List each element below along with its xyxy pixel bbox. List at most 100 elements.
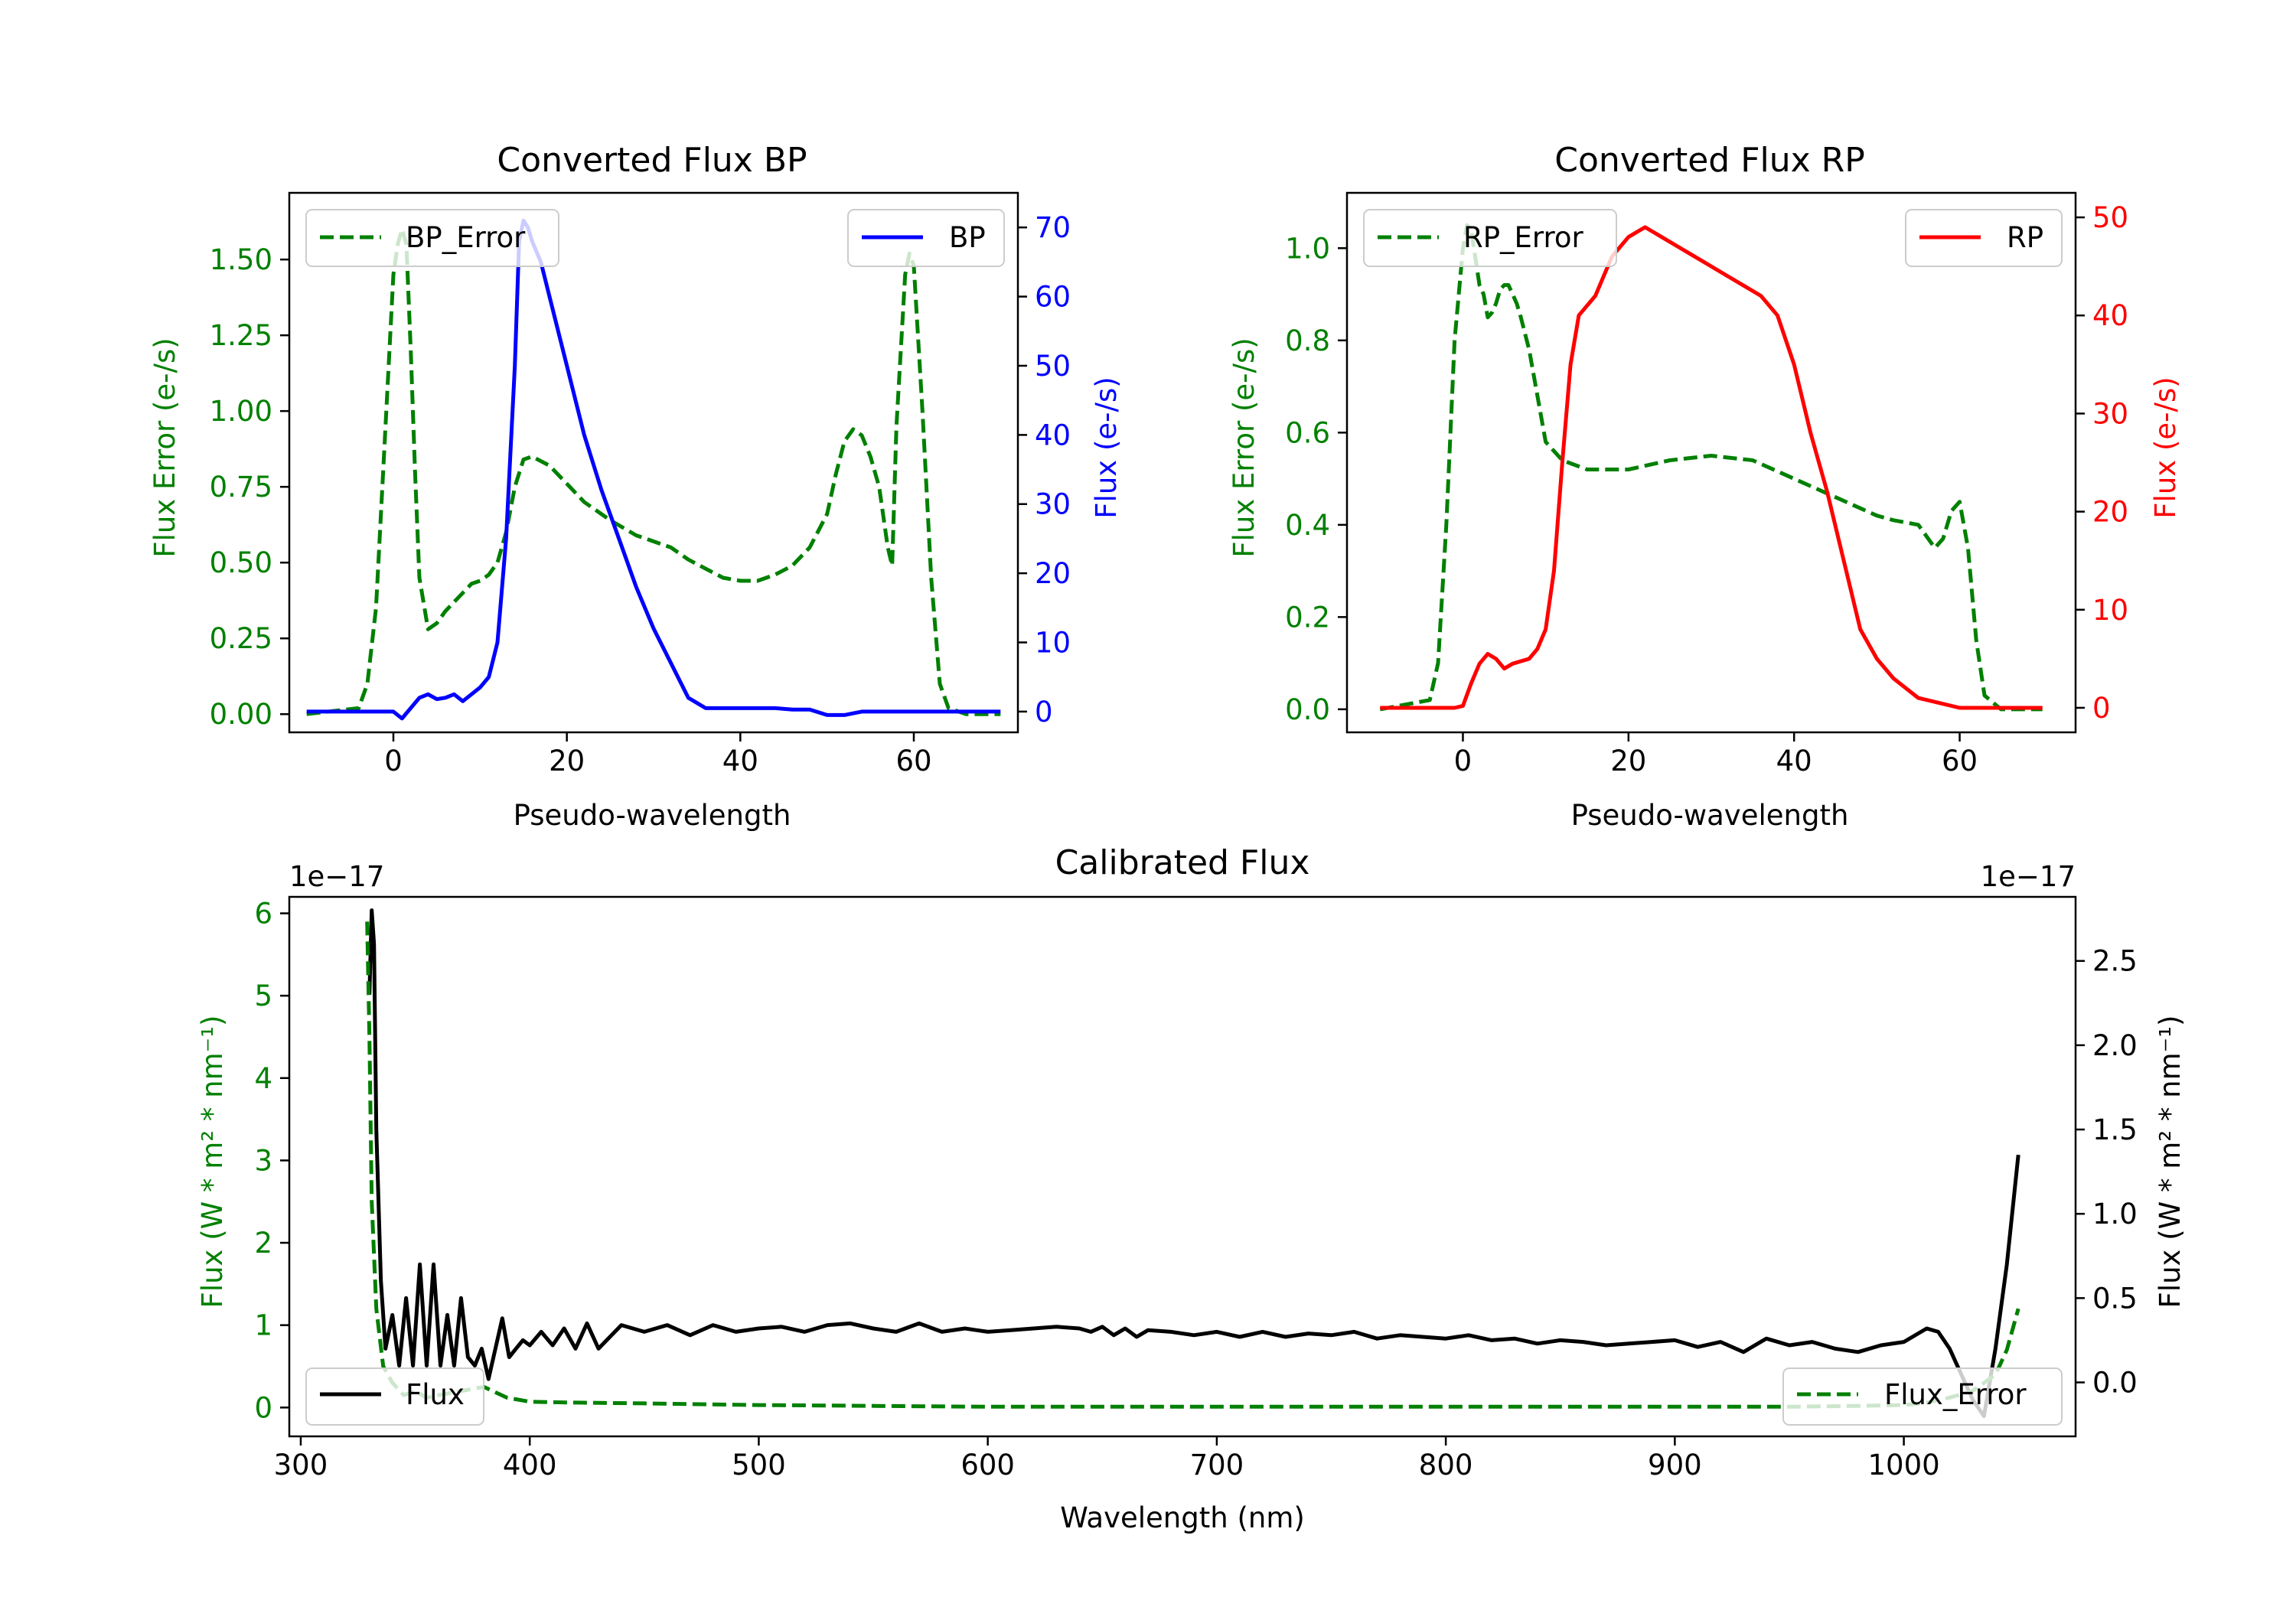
calibrated-right-tick-label: 2.5	[2092, 945, 2138, 978]
rp-plot-frame	[1345, 191, 2077, 734]
rp-left-tick-label: 0.4	[1285, 509, 1330, 542]
calibrated-title: Calibrated Flux	[1055, 843, 1310, 882]
rp-series-rp-error	[1379, 223, 2043, 712]
calibrated-left-tick-label: 4	[254, 1062, 272, 1095]
bp-legend-left-label: BP_Error	[406, 221, 526, 254]
bp-legend-left-box	[305, 209, 559, 267]
bp-right-tick-label: 50	[1035, 350, 1071, 383]
bp-right-tick-label: 40	[1035, 419, 1071, 451]
bp-legend-right-label: BP	[949, 221, 986, 254]
bp-left-tick-label: 0.75	[210, 471, 272, 504]
rp-legend-right: RP	[1905, 209, 2063, 267]
bp-legend-right: BP	[847, 209, 1005, 267]
calibrated-ylabel-right: Flux (W * m² * nm⁻¹)	[2154, 1015, 2187, 1309]
calibrated-x-tick-label: 1000	[1867, 1449, 1939, 1482]
calibrated-right-tick-label: 2.0	[2092, 1029, 2138, 1062]
rp-x-tick-label: 40	[1776, 745, 1812, 777]
calibrated-x-tick-label: 700	[1190, 1449, 1244, 1482]
rp-series	[1379, 223, 2043, 712]
rp-x-tick-label: 60	[1942, 745, 1978, 777]
bp-right-tick-label: 20	[1035, 557, 1071, 590]
rp-x-tick-label: 0	[1454, 745, 1473, 777]
calibrated-legend-right: Flux_Error	[1782, 1367, 2063, 1426]
bp-right-tick-label: 70	[1035, 211, 1071, 244]
calibrated-left-tick-label: 6	[254, 898, 272, 931]
calibrated-x-ticks: 300 400 500 600 700 800 900 1000	[274, 1436, 1940, 1482]
bp-right-tick-label: 30	[1035, 488, 1071, 521]
rp-right-tick-label: 20	[2092, 496, 2128, 529]
rp-right-tick-label: 40	[2092, 299, 2128, 332]
calibrated-x-tick-label: 600	[960, 1449, 1015, 1482]
bp-right-tick-label: 10	[1035, 627, 1071, 660]
calibrated-legend-right-label: Flux_Error	[1884, 1378, 2027, 1411]
rp-left-tick-label: 0.6	[1285, 416, 1330, 449]
rp-left-tick-label: 0.8	[1285, 324, 1330, 357]
calibrated-left-tick-label: 2	[254, 1227, 272, 1260]
calibrated-right-tick-label: 1.5	[2092, 1113, 2138, 1146]
rp-right-ticks: 0 10 20 30 40 50	[2076, 201, 2128, 725]
calibrated-xlabel: Wavelength (nm)	[1060, 1501, 1305, 1534]
rp-series-rp	[1380, 225, 2043, 710]
rp-left-tick-label: 0.2	[1285, 601, 1330, 634]
bp-title: Converted Flux BP	[497, 141, 807, 180]
calibrated-legend-left-box	[305, 1367, 484, 1426]
rp-x-ticks: 0 20 40 60	[1454, 732, 1978, 777]
bp-series-bp	[306, 218, 1001, 721]
bp-panel: Converted Flux BP Pseudo-wavelength Flux…	[148, 141, 1123, 832]
bp-xlabel: Pseudo-wavelength	[514, 799, 791, 832]
bp-left-ticks: 0.00 0.25 0.50 0.75 1.00 1.25 1.50	[210, 243, 289, 731]
bp-x-tick-label: 40	[722, 745, 758, 777]
bp-x-tick-label: 60	[895, 745, 931, 777]
bp-right-tick-label: 0	[1035, 696, 1053, 729]
rp-legend-left: RP_Error	[1363, 209, 1617, 267]
rp-left-tick-label: 0.0	[1285, 693, 1330, 726]
rp-right-tick-label: 0	[2092, 692, 2111, 725]
calibrated-offset-right: 1e−17	[1981, 860, 2076, 893]
calibrated-series-flux	[367, 908, 2020, 1419]
calibrated-left-ticks: 0 1 2 3 4 5 6	[254, 898, 289, 1424]
calibrated-left-tick-label: 1	[254, 1309, 272, 1342]
bp-series	[306, 218, 1001, 721]
rp-left-ticks: 0.0 0.2 0.4 0.6 0.8 1.0	[1285, 232, 1347, 726]
bp-plot-frame	[288, 191, 1019, 734]
rp-ylabel-left: Flux Error (e-/s)	[1228, 337, 1261, 557]
rp-left-tick-label: 1.0	[1285, 232, 1330, 265]
bp-left-tick-label: 1.50	[210, 243, 272, 276]
rp-ylabel-right: Flux (e-/s)	[2149, 376, 2182, 518]
bp-left-tick-label: 0.00	[210, 698, 272, 731]
calibrated-left-tick-label: 3	[254, 1144, 272, 1177]
bp-ylabel-left: Flux Error (e-/s)	[148, 337, 181, 557]
calibrated-left-tick-label: 0	[254, 1391, 272, 1424]
calibrated-left-tick-label: 5	[254, 980, 272, 1012]
calibrated-x-tick-label: 900	[1648, 1449, 1702, 1482]
calibrated-x-tick-label: 300	[274, 1449, 328, 1482]
bp-right-tick-label: 60	[1035, 281, 1071, 314]
rp-x-tick-label: 20	[1610, 745, 1646, 777]
bp-left-tick-label: 1.25	[210, 319, 272, 352]
rp-legend-left-label: RP_Error	[1463, 221, 1583, 254]
calibrated-right-ticks: 0.0 0.5 1.0 1.5 2.0 2.5	[2076, 945, 2138, 1400]
calibrated-legend-left: Flux	[305, 1367, 484, 1426]
bp-x-tick-label: 20	[549, 745, 585, 777]
bp-left-tick-label: 1.00	[210, 395, 272, 428]
bp-ylabel-right: Flux (e-/s)	[1090, 376, 1123, 518]
calibrated-ylabel-left: Flux (W * m² * nm⁻¹)	[196, 1015, 229, 1309]
bp-legend-right-box	[847, 209, 1005, 267]
calibrated-panel: Calibrated Flux Wavelength (nm) 1e−17 1e…	[196, 843, 2187, 1534]
bp-left-tick-label: 0.25	[210, 622, 272, 655]
bp-series-bp-error	[306, 227, 1001, 716]
rp-legend-right-box	[1905, 209, 2063, 267]
bp-x-tick-label: 0	[384, 745, 403, 777]
rp-right-tick-label: 50	[2092, 201, 2128, 234]
rp-legend-left-box	[1363, 209, 1617, 267]
calibrated-right-tick-label: 0.5	[2092, 1282, 2138, 1315]
bp-x-ticks: 0 20 40 60	[384, 732, 932, 777]
rp-right-tick-label: 30	[2092, 397, 2128, 430]
calibrated-right-tick-label: 0.0	[2092, 1367, 2138, 1400]
bp-left-tick-label: 0.50	[210, 546, 272, 579]
calibrated-legend-right-box	[1782, 1367, 2063, 1426]
rp-title: Converted Flux RP	[1554, 141, 1865, 180]
calibrated-x-tick-label: 400	[503, 1449, 557, 1482]
